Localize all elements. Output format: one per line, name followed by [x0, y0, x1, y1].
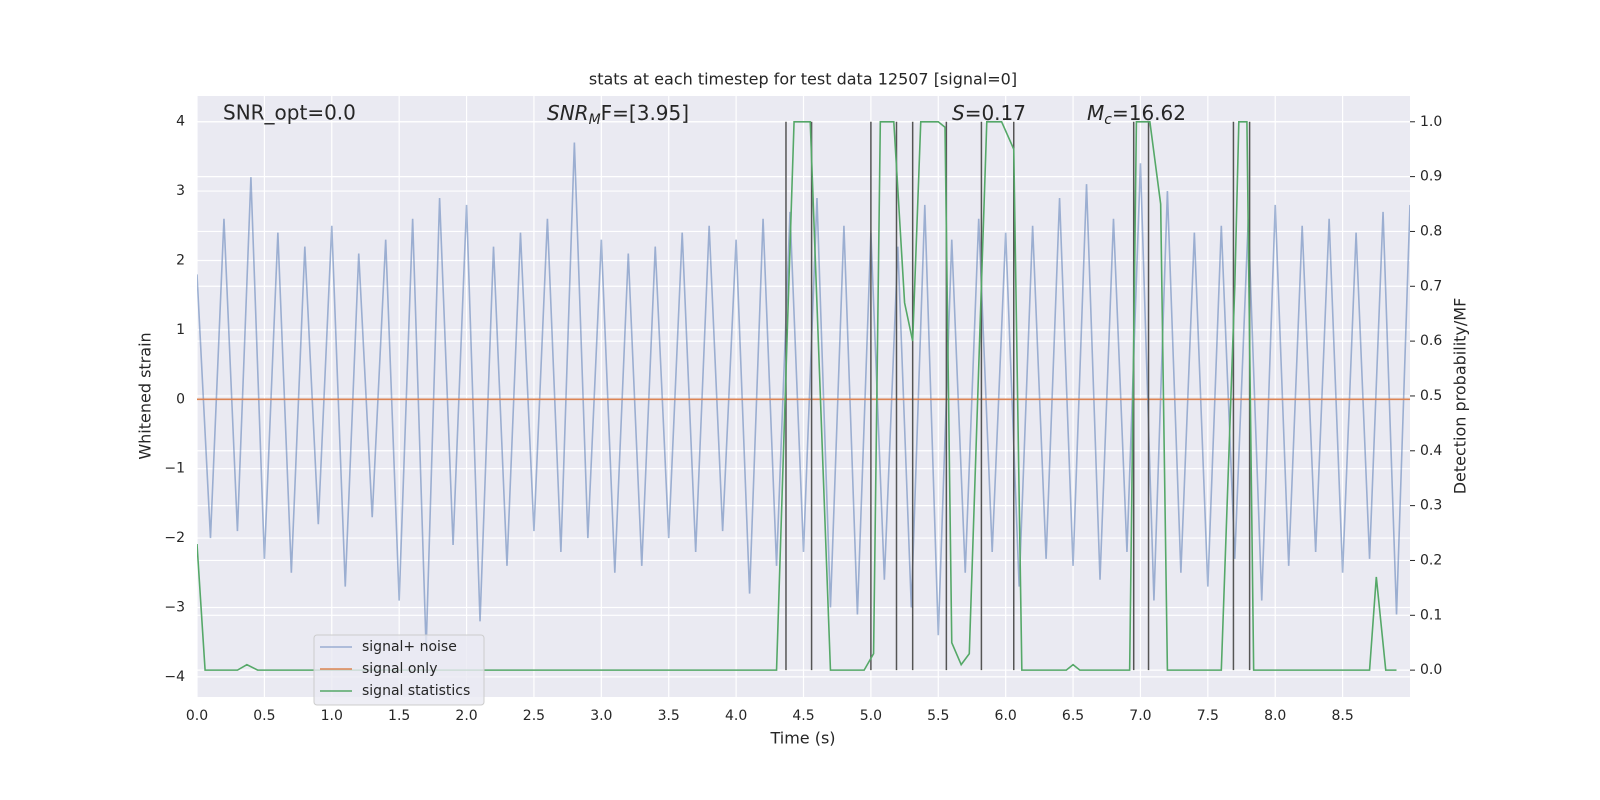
- y-axis-label: Whitened strain: [136, 332, 155, 459]
- x-tick-label: 4.5: [792, 708, 814, 724]
- x-tick-label: 1.5: [388, 708, 410, 724]
- annotation-part: =16.62: [1112, 101, 1186, 125]
- y-tick-label: −4: [164, 669, 185, 685]
- x-tick-label: 2.5: [523, 708, 545, 724]
- x-tick-label: 3.5: [658, 708, 680, 724]
- y-tick-label: 0: [176, 391, 185, 407]
- x-tick-label: 0.5: [253, 708, 275, 724]
- legend-label: signal+ noise: [362, 639, 457, 655]
- series-line: [197, 120, 1397, 671]
- y-tick-label: 3: [176, 183, 185, 199]
- annotation-part: c: [1104, 112, 1112, 128]
- x-tick-label: 8.5: [1331, 708, 1353, 724]
- y2-tick-label: 0.5: [1420, 388, 1442, 404]
- legend-label: signal statistics: [362, 683, 470, 699]
- y2-tick-label: 0.3: [1420, 498, 1442, 514]
- annotation-part: F=[3.95]: [601, 101, 689, 125]
- y2-tick-label: 0.0: [1420, 662, 1442, 678]
- y-tick-label: 2: [176, 252, 185, 268]
- y2-tick-label: 1.0: [1420, 114, 1442, 130]
- y-tick-label: −3: [164, 599, 185, 615]
- x-tick-label: 5.0: [860, 708, 882, 724]
- y2-tick-label: 0.8: [1420, 223, 1442, 239]
- y2-tick-label: 0.7: [1420, 278, 1442, 294]
- annotation: Mc=16.62: [1087, 101, 1186, 129]
- x-tick-label: 1.0: [321, 708, 343, 724]
- y-tick-label: 1: [176, 322, 185, 338]
- y2-tick-label: 0.9: [1420, 169, 1442, 185]
- y2-tick-label: 0.2: [1420, 552, 1442, 568]
- annotation-part: =0.17: [965, 101, 1026, 125]
- annotation-part: M: [589, 112, 601, 128]
- series-line: [197, 142, 1410, 650]
- annotation-part: M: [1087, 101, 1104, 125]
- y2-tick-label: 0.4: [1420, 443, 1442, 459]
- x-tick-label: 6.0: [995, 708, 1017, 724]
- annotation-part: S: [952, 101, 965, 125]
- x-tick-label: 4.0: [725, 708, 747, 724]
- y-tick-label: −2: [164, 530, 185, 546]
- y2-tick-label: 0.1: [1420, 607, 1442, 623]
- x-tick-label: 7.5: [1197, 708, 1219, 724]
- y-tick-label: −1: [164, 461, 185, 477]
- legend-box: [313, 634, 485, 706]
- annotation: SNR_opt=0.0: [223, 101, 356, 125]
- chart-title: stats at each timestep for test data 125…: [589, 70, 1017, 89]
- y-tick-label: 4: [176, 114, 185, 130]
- annotation-part: SNR: [547, 101, 589, 125]
- x-tick-label: 8.0: [1264, 708, 1286, 724]
- x-tick-label: 0.0: [186, 708, 208, 724]
- x-axis-label: Time (s): [769, 729, 835, 748]
- x-tick-label: 2.0: [455, 708, 477, 724]
- legend-label: signal only: [362, 661, 437, 677]
- annotation: SNRMF=[3.95]: [547, 101, 689, 129]
- y2-axis-label: Detection probability/MF: [1451, 298, 1470, 495]
- annotation: S=0.17: [952, 101, 1026, 125]
- y2-tick-label: 0.6: [1420, 333, 1442, 349]
- x-tick-label: 3.0: [590, 708, 612, 724]
- x-tick-label: 7.0: [1129, 708, 1151, 724]
- x-tick-label: 6.5: [1062, 708, 1084, 724]
- x-tick-label: 5.5: [927, 708, 949, 724]
